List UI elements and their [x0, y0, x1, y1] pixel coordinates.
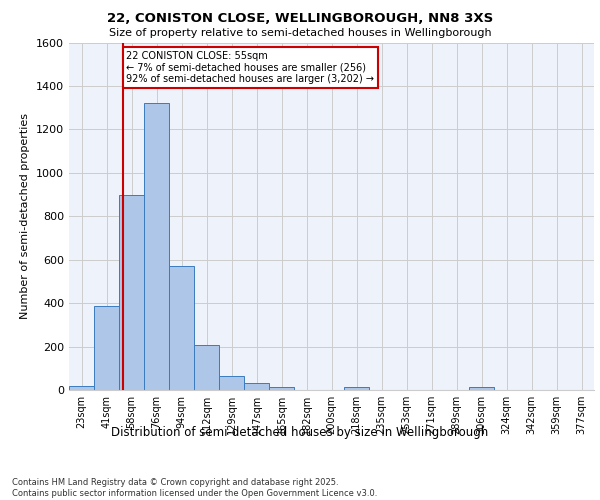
Bar [469, 386, 494, 390]
Text: 22 CONISTON CLOSE: 55sqm
← 7% of semi-detached houses are smaller (256)
92% of s: 22 CONISTON CLOSE: 55sqm ← 7% of semi-de… [127, 51, 374, 84]
Bar [269, 386, 294, 390]
Bar [194, 346, 219, 390]
Text: Contains HM Land Registry data © Crown copyright and database right 2025.
Contai: Contains HM Land Registry data © Crown c… [12, 478, 377, 498]
Bar [94, 306, 119, 390]
Text: Size of property relative to semi-detached houses in Wellingborough: Size of property relative to semi-detach… [109, 28, 491, 38]
Text: Distribution of semi-detached houses by size in Wellingborough: Distribution of semi-detached houses by … [112, 426, 488, 439]
Bar [119, 194, 144, 390]
Bar [244, 384, 269, 390]
Bar [69, 386, 94, 390]
Bar [144, 104, 169, 390]
Bar [169, 266, 194, 390]
Y-axis label: Number of semi-detached properties: Number of semi-detached properties [20, 114, 31, 320]
Bar [219, 376, 244, 390]
Text: 22, CONISTON CLOSE, WELLINGBOROUGH, NN8 3XS: 22, CONISTON CLOSE, WELLINGBOROUGH, NN8 … [107, 12, 493, 26]
Bar [344, 386, 369, 390]
